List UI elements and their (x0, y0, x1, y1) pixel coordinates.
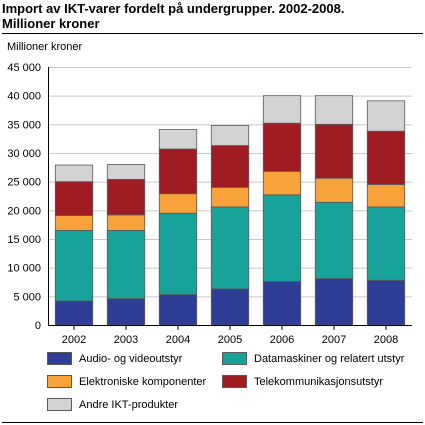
x-tick-label: 2007 (322, 334, 346, 346)
x-tick-label: 2003 (114, 334, 138, 346)
bar-segment (210, 125, 250, 146)
bottom-divider (2, 422, 423, 423)
y-tick-label: 45 000 (7, 62, 41, 74)
x-tick-label: 2002 (62, 334, 86, 346)
bar-segment (262, 95, 302, 124)
bar-segment (106, 164, 146, 180)
bar-segment (54, 215, 94, 231)
bar-segment (210, 145, 250, 188)
bar-segment (366, 206, 406, 281)
y-tick-label: 5 000 (13, 291, 41, 303)
chart-title-line1: Import av IKT-varer fordelt på undergrup… (2, 1, 345, 16)
bar-segment (262, 170, 302, 196)
y-tick-label: 30 000 (7, 148, 41, 160)
bar-segment (262, 194, 302, 282)
bar-segment (366, 100, 406, 132)
bar-segment (314, 278, 354, 326)
bar-segment (262, 281, 302, 326)
bar-segment (210, 186, 250, 208)
y-tick-label: 20 000 (7, 205, 41, 217)
bar-segment (158, 148, 198, 195)
bar-segment (106, 298, 146, 326)
bar-segment (366, 130, 406, 185)
y-tick-label: 10 000 (7, 263, 41, 275)
y-axis-unit-label: Millioner kroner (7, 41, 83, 53)
bar-segment (158, 212, 198, 296)
x-tick-label: 2005 (218, 334, 242, 346)
bar-segment (158, 129, 198, 150)
bar-segment (54, 181, 94, 216)
bar-segment (106, 229, 146, 300)
bar-segment (54, 164, 94, 183)
y-tick-label: 0 (35, 320, 41, 332)
y-tick-label: 35 000 (7, 119, 41, 131)
bar-segment (314, 201, 354, 279)
bar-segment (54, 300, 94, 326)
bar-segment (366, 184, 406, 208)
bar-segment (106, 214, 146, 231)
title-divider (2, 33, 423, 34)
x-tick-label: 2006 (270, 334, 294, 346)
chart-title-line2: Millioner kroner (2, 16, 100, 31)
bar-segment (54, 229, 94, 302)
bar-segment (106, 178, 146, 216)
bar-segment (210, 206, 250, 290)
y-tick-label: 25 000 (7, 177, 41, 189)
bar-segment (314, 95, 354, 125)
bar-segment (314, 123, 354, 179)
bar-segment (262, 122, 302, 172)
y-tick-label: 15 000 (7, 234, 41, 246)
bar-segment (158, 193, 198, 214)
y-tick-label: 40 000 (7, 91, 41, 103)
bar-segment (158, 294, 198, 326)
bar-segment (210, 288, 250, 326)
bar-segment (366, 279, 406, 326)
x-tick-label: 2008 (374, 334, 398, 346)
x-tick-label: 2004 (166, 334, 190, 346)
bar-segment (314, 177, 354, 203)
chart-title: Import av IKT-varer fordelt på undergrup… (2, 1, 423, 31)
